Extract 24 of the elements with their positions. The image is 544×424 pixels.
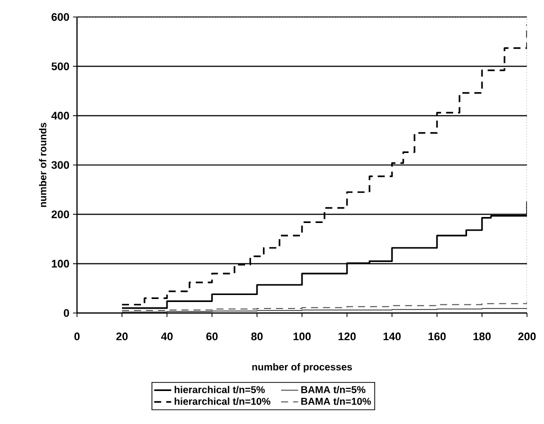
legend-label: hierarchical t/n=5% — [174, 386, 265, 394]
x-tick-label: 200 — [518, 332, 536, 340]
x-tick-label: 140 — [384, 332, 401, 340]
y-tick-label: 400 — [51, 112, 70, 120]
legend-label: hierarchical t/n=10% — [174, 398, 270, 405]
x-tick-label: 120 — [338, 332, 356, 340]
y-axis-title: number of rounds — [39, 122, 46, 207]
y-tick-label: 500 — [52, 62, 70, 70]
legend-label: BAMA t/n=5% — [301, 386, 366, 394]
x-tick-label: 160 — [428, 332, 446, 340]
x-axis-title: number of processes — [252, 363, 352, 372]
x-tick-label: 20 — [116, 332, 128, 340]
y-tick-label: 300 — [51, 161, 70, 169]
x-tick-label: 180 — [474, 332, 491, 340]
x-tick-label: 40 — [161, 332, 173, 340]
x-tick-label: 60 — [206, 332, 218, 340]
x-tick-label: 100 — [294, 332, 311, 340]
y-tick-label: 100 — [52, 260, 70, 268]
y-tick-label: 200 — [52, 210, 70, 218]
legend-label: BAMA t/n=10% — [301, 398, 371, 405]
y-tick-label: 0 — [64, 309, 70, 317]
x-tick-label: 80 — [251, 332, 263, 340]
x-tick-label: 0 — [74, 332, 80, 340]
y-tick-label: 600 — [52, 13, 70, 21]
